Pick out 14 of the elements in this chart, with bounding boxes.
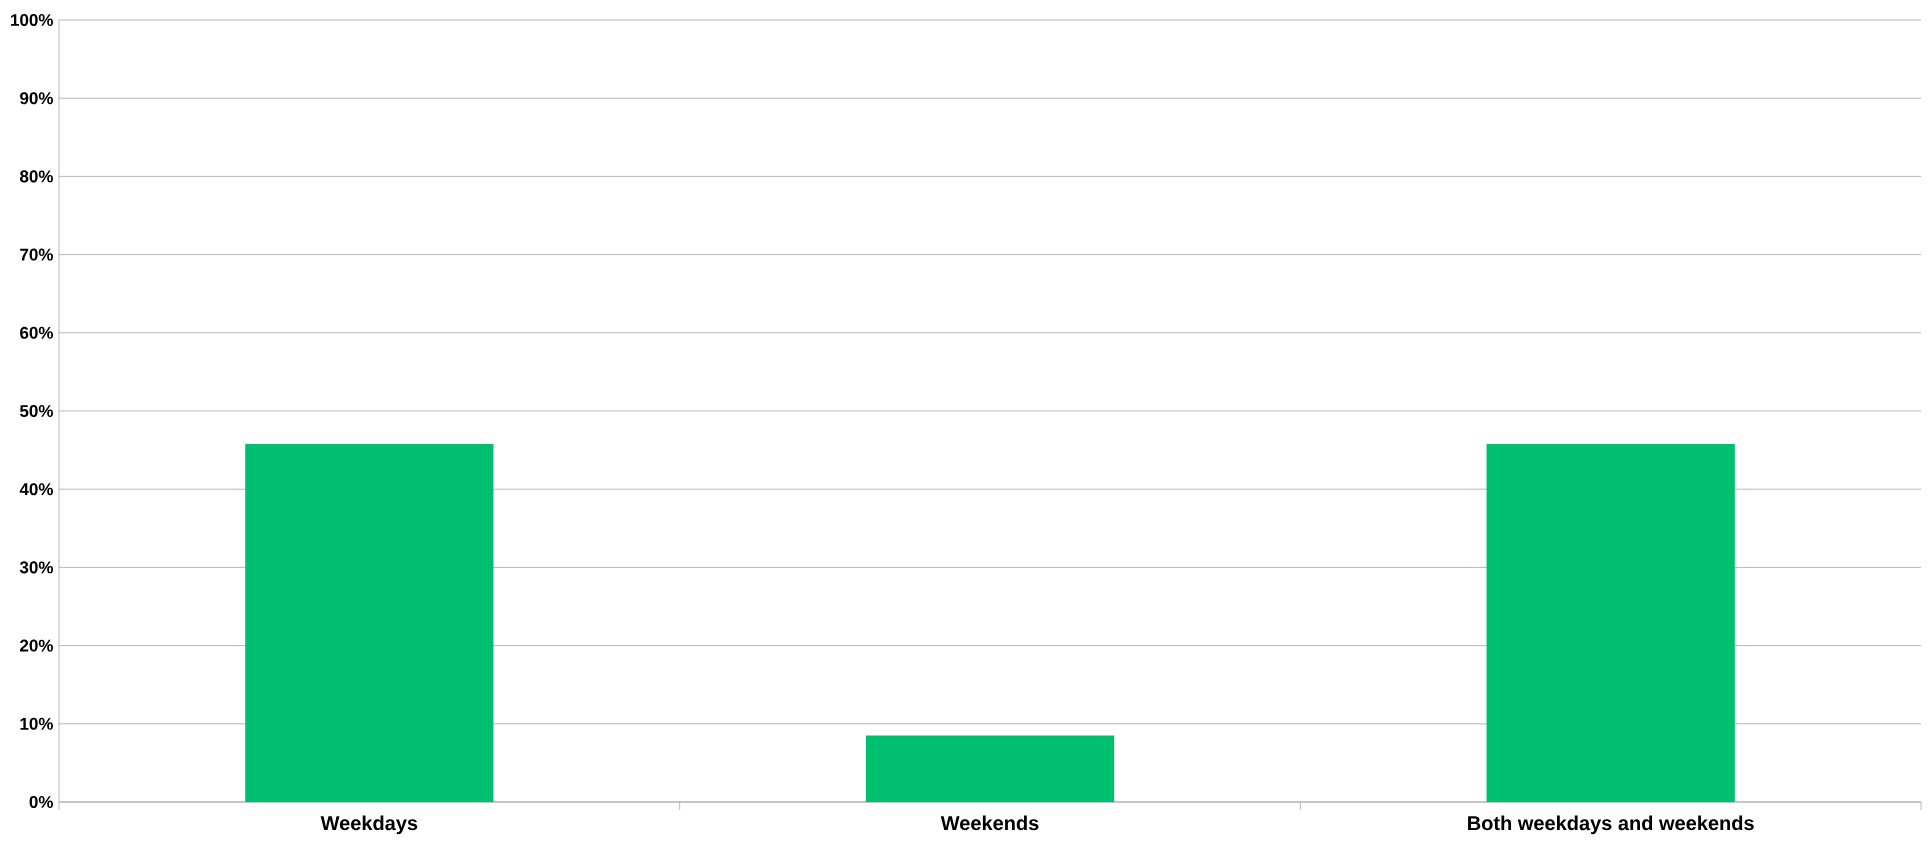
y-tick-label: 100% [11, 13, 54, 27]
y-tick-label: 90% [20, 92, 54, 105]
y-tick-label: 10% [20, 717, 54, 730]
x-tick-label: Weekdays [320, 815, 418, 835]
y-tick-label: 40% [19, 483, 54, 496]
y-tick-label: 60% [20, 326, 54, 339]
y-tick-label: 70% [20, 248, 54, 261]
y-tick-label: 30% [19, 561, 54, 574]
x-tick-label: Weekends [940, 815, 1039, 831]
y-tick-label: 20% [20, 639, 54, 652]
x-tick-label: Both weekdays and weekends [1468, 815, 1754, 835]
y-tick-label: 0% [29, 795, 54, 809]
y-tick-label: 80% [19, 170, 54, 183]
y-tick-label: 50% [19, 404, 54, 418]
